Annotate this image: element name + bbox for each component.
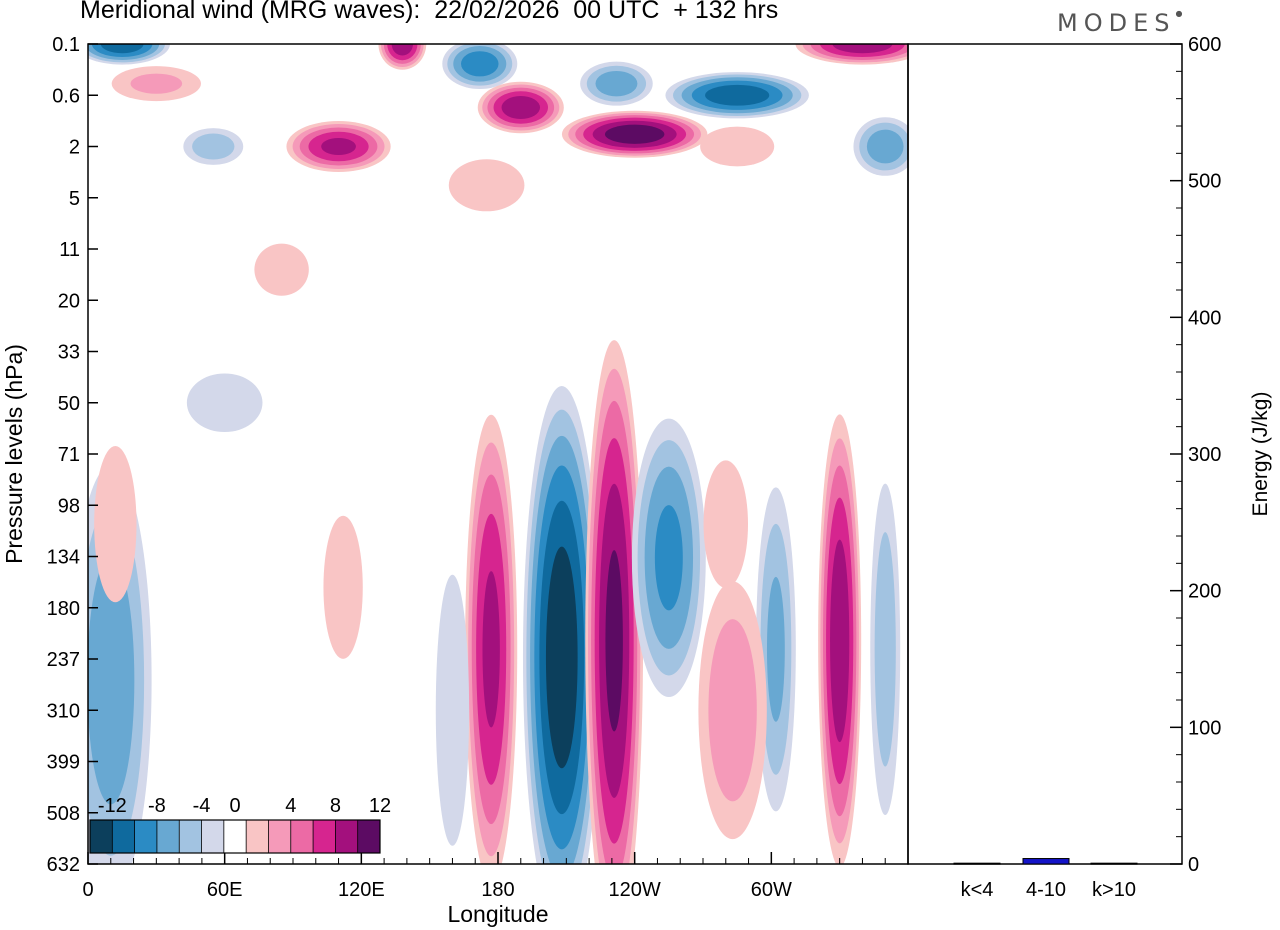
energy-category-label: 4-10	[1026, 879, 1066, 901]
y-tick-label: 134	[47, 547, 80, 569]
contour-patch-15-10	[321, 138, 356, 155]
energy-tick-label: 100	[1188, 717, 1221, 739]
y-tick-label: 632	[47, 854, 80, 876]
energy-bars	[953, 858, 1138, 865]
energy-tick-label: 400	[1188, 307, 1221, 329]
colorbar-swatch	[134, 820, 158, 853]
contour-patch-26-4	[130, 73, 183, 94]
y-axis-label: Pressure levels (hPa)	[1, 344, 27, 564]
energy-tick-label: 300	[1188, 444, 1221, 466]
contour-patch-19-10	[501, 95, 541, 120]
contour-patch-18-8	[461, 51, 499, 77]
y-tick-label: 310	[47, 700, 80, 722]
contour-patch-14-2	[254, 243, 309, 296]
contour-patch-13-2	[186, 373, 263, 433]
colorbar-swatch	[290, 820, 314, 853]
contour-patch-0-12	[545, 546, 578, 769]
contour-patch-21-6	[595, 70, 638, 97]
energy-tick-label: 0	[1188, 854, 1199, 876]
x-tick-label: 180	[481, 879, 514, 901]
contour-patch-16-10	[391, 44, 414, 56]
colorbar-label: 12	[369, 795, 391, 817]
colorbar-swatch	[112, 820, 136, 853]
colorbar-label: -12	[98, 795, 127, 817]
energy-category-label: k>10	[1092, 879, 1136, 901]
y-tick-label: 50	[58, 393, 80, 415]
y-tick-label: 5	[69, 188, 80, 210]
colorbar-swatch	[313, 820, 336, 853]
energy-bar-2	[1090, 862, 1138, 865]
y-tick-label: 237	[47, 649, 80, 671]
energy-tick-label: 600	[1188, 34, 1221, 56]
contour-patch-11-2	[323, 515, 363, 659]
y-tick-label: 0.1	[52, 34, 80, 56]
contour-patch-8-4	[708, 619, 757, 802]
heatmap-field	[88, 44, 908, 864]
y-tick-label: 399	[47, 752, 80, 774]
colorbar-swatch	[179, 820, 203, 853]
contour-patch-12-2	[94, 446, 137, 603]
x-axis: 0 60E 120E 180 120W 60W	[82, 852, 886, 901]
colorbar: -12 -8 -4 0 4 8 12	[89, 795, 391, 854]
energy-tick-label: 500	[1188, 171, 1221, 193]
contour-patch-7-4	[874, 532, 896, 767]
contour-patch-5-8	[654, 505, 683, 611]
colorbar-frame	[89, 819, 381, 854]
contour-patch-6-6	[766, 576, 785, 722]
x-tick-label: 120W	[609, 879, 661, 901]
contour-patch-20-12	[604, 124, 665, 144]
colorbar-swatch	[223, 820, 247, 853]
y-tick-label: 0.6	[52, 85, 80, 107]
chart-title: Meridional wind (MRG waves): 22/02/2026 …	[80, 0, 779, 24]
x-tick-label: 0	[82, 879, 93, 901]
energy-bar-1	[1022, 858, 1070, 865]
colorbar-swatch	[335, 820, 359, 853]
contour-patch-22-10	[705, 84, 770, 106]
colorbar-swatch	[201, 820, 225, 853]
colorbar-label: -4	[193, 795, 211, 817]
energy-axis: 0 100 200 300 400 500 600 k<4 4-10 k>10	[961, 34, 1222, 901]
energy-category-label: k<4	[961, 879, 994, 901]
contour-patch-24-6	[866, 129, 904, 164]
x-axis-label: Longitude	[447, 901, 548, 927]
contour-patch-9-2	[435, 574, 470, 846]
colorbar-swatch	[268, 820, 292, 853]
contour-patch-28-2	[448, 159, 525, 212]
y-tick-label: 508	[47, 803, 80, 825]
contour-patch-23-10	[832, 44, 893, 54]
modes-logo: MODES●	[1057, 9, 1183, 37]
colorbar-label: 4	[285, 795, 296, 817]
x-tick-label: 60W	[751, 879, 792, 901]
contour-patch-27-2	[700, 126, 775, 167]
contour-patch-25-4	[192, 133, 235, 160]
y-tick-label: 11	[59, 239, 80, 261]
colorbar-swatch	[357, 820, 381, 853]
y-tick-label: 20	[58, 290, 80, 312]
contour-patch-10-2	[703, 460, 749, 588]
colorbar-swatch	[90, 820, 113, 853]
y-tick-label: 33	[58, 342, 80, 364]
colorbar-label: 0	[229, 795, 240, 817]
colorbar-swatch	[156, 820, 180, 853]
energy-tick-label: 200	[1188, 581, 1221, 603]
x-tick-label: 60E	[207, 879, 243, 901]
contour-patch-17-10	[100, 44, 144, 54]
energy-axis-label: Energy (J/kg)	[1249, 392, 1272, 517]
energy-panel-frame	[907, 43, 1183, 865]
y-tick-label: 180	[47, 598, 80, 620]
y-tick-label: 98	[58, 495, 80, 517]
contour-patch-1-12	[605, 550, 623, 732]
x-tick-label: 120E	[338, 879, 385, 901]
contour-patch-2-10	[482, 571, 500, 728]
colorbar-label: 8	[330, 795, 341, 817]
energy-bar-0	[953, 862, 1001, 865]
y-tick-label: 71	[58, 444, 80, 466]
colorbar-label: -8	[148, 795, 166, 817]
y-tick-label: 2	[69, 137, 80, 159]
contour-patch-4-6	[88, 556, 135, 805]
colorbar-swatch	[246, 820, 269, 853]
y-axis: 0.1 0.6 2 5 11 20 33 50 71 98 134 180 237 310 399 508 63…	[47, 34, 98, 876]
contour-patch-3-10	[830, 539, 850, 743]
